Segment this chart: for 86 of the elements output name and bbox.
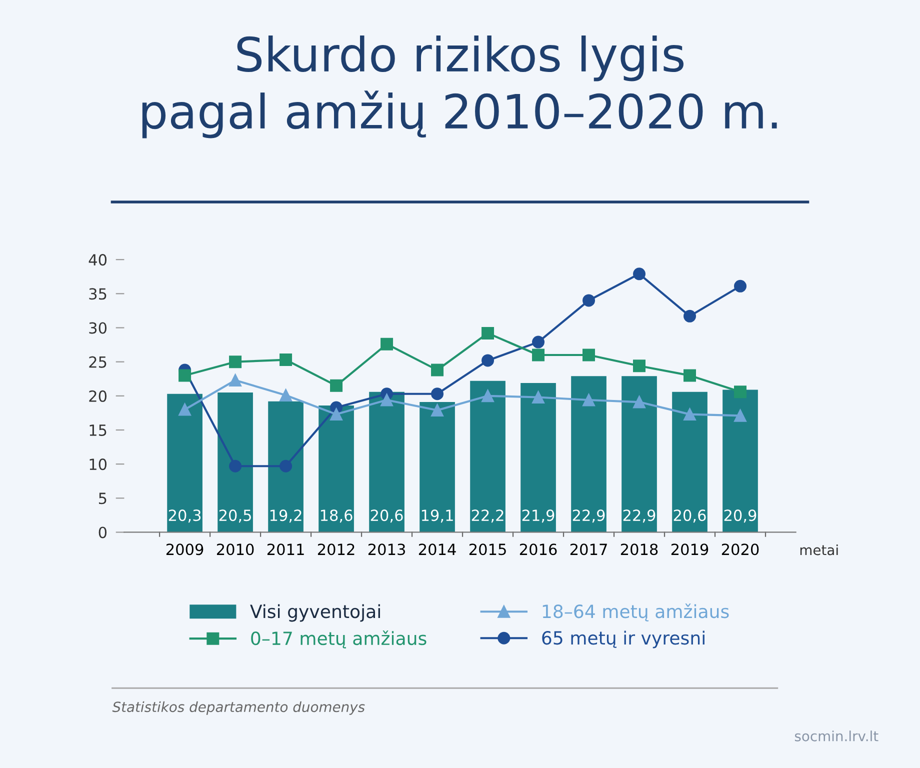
point <box>380 394 394 406</box>
x-tick-label: 2019 <box>671 544 708 556</box>
legend-label: Visi gyventojai <box>250 604 380 622</box>
point <box>380 338 394 350</box>
point <box>684 408 696 421</box>
bar <box>722 390 758 532</box>
point <box>633 360 646 372</box>
point <box>532 348 545 362</box>
point <box>431 404 444 416</box>
legend-label: 65 metų ir vyresni <box>542 630 704 648</box>
data-label: 18,6 <box>320 510 352 523</box>
y-tick-label: 10 <box>90 458 107 470</box>
y-tick-label: 35 <box>89 288 106 300</box>
data-label: 21,9 <box>522 510 554 523</box>
x-tick-label: 2020 <box>722 544 759 556</box>
y-tick-label: 40 <box>88 254 107 266</box>
point <box>229 374 242 386</box>
bar <box>470 380 506 532</box>
x-axis-title: metai <box>800 544 838 556</box>
x-tick-label: 2012 <box>318 544 354 556</box>
y-tick-label: 5 <box>98 492 106 504</box>
data-label: 20,6 <box>674 510 706 523</box>
text: socmin.lrv.lt <box>794 730 878 742</box>
bar <box>369 392 404 532</box>
data-label: 22,2 <box>472 510 504 523</box>
point <box>633 268 646 280</box>
point <box>532 336 545 348</box>
point <box>178 369 192 382</box>
bar <box>520 382 556 532</box>
point <box>482 390 494 402</box>
point <box>734 409 747 422</box>
x-tick-label: 2009 <box>166 544 204 556</box>
point <box>280 460 292 472</box>
point <box>734 386 747 398</box>
data-label: 22,9 <box>572 510 605 523</box>
x-tick-label: 2018 <box>620 544 658 556</box>
x-tick-label: 2013 <box>368 544 405 556</box>
point <box>482 354 494 367</box>
x-tick-label: 2017 <box>570 544 607 556</box>
point <box>684 369 696 382</box>
point <box>684 310 696 322</box>
point <box>482 326 494 340</box>
point <box>532 391 545 404</box>
x-tick-label: 2015 <box>469 544 506 556</box>
y-tick-label: 15 <box>90 424 106 436</box>
bar <box>268 401 304 532</box>
point <box>431 364 444 376</box>
point <box>431 388 444 400</box>
point <box>229 356 242 368</box>
point <box>633 396 646 408</box>
data-label: 20,9 <box>724 510 756 523</box>
data-label: 20,5 <box>219 510 251 523</box>
point <box>330 408 343 421</box>
chart-title: Skurdo rizikos lygis pagal amžių 2010–2020 m. <box>142 36 777 138</box>
data-label: 19,1 <box>422 510 453 523</box>
bar <box>622 376 657 532</box>
point <box>330 379 343 392</box>
point <box>582 394 596 406</box>
bar <box>167 394 202 532</box>
legend-label: 0–17 metų amžiaus <box>251 630 426 648</box>
point <box>280 388 292 402</box>
point <box>178 403 192 416</box>
legend-label: 18–64 metų amžiaus <box>542 603 729 622</box>
point <box>280 354 292 366</box>
bar <box>218 392 253 532</box>
bar <box>318 405 354 532</box>
x-tick-label: 2014 <box>418 544 456 556</box>
point <box>582 348 596 362</box>
data-label: 20,3 <box>168 510 201 523</box>
x-tick-label: 2011 <box>267 544 304 556</box>
x-tick-label: 2016 <box>520 544 557 556</box>
y-tick-label: 25 <box>89 356 106 368</box>
bar <box>672 392 708 532</box>
data-label: 19,2 <box>270 510 302 523</box>
data-label: 22,9 <box>623 510 656 523</box>
point <box>229 460 242 472</box>
point <box>734 280 747 292</box>
bar <box>420 402 455 532</box>
point <box>582 294 596 307</box>
text: Statistikos departamento duomenys <box>112 701 365 715</box>
data-label: 20,6 <box>370 510 403 523</box>
x-tick-label: 2010 <box>216 544 254 556</box>
bar <box>571 376 606 532</box>
y-tick-label: 30 <box>89 322 107 334</box>
y-tick-label: 20 <box>89 390 107 402</box>
y-tick-label: 0 <box>98 526 107 538</box>
